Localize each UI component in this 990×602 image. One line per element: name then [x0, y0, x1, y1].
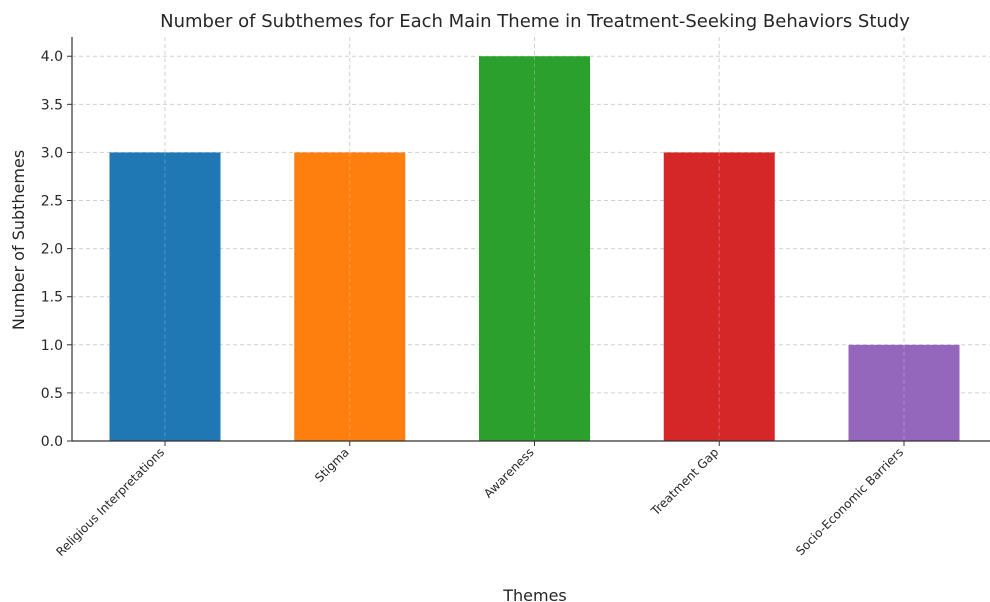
chart-title: Number of Subthemes for Each Main Theme …	[160, 11, 910, 32]
bar	[294, 152, 406, 441]
y-tick-label: 3.0	[41, 145, 63, 161]
y-tick-label: 2.5	[41, 194, 63, 210]
x-tick-label: Stigma	[312, 445, 352, 485]
x-tick-label: Awareness	[481, 445, 536, 500]
y-tick-label: 0.0	[41, 434, 63, 450]
bar	[479, 56, 590, 441]
y-axis-label: Number of Subthemes	[9, 150, 28, 330]
x-axis-label: Themes	[502, 586, 567, 602]
x-ticks: Religious Interpretations Stigma Awareness…	[53, 441, 906, 559]
bar	[663, 152, 775, 441]
x-tick-label: Socio-Economic Barriers	[793, 445, 906, 558]
bar	[109, 152, 221, 441]
x-tick-label: Religious Interpretations	[53, 445, 167, 559]
y-tick-label: 1.5	[41, 290, 63, 306]
y-tick-label: 4.0	[41, 49, 63, 65]
bar	[848, 344, 960, 441]
y-tick-label: 3.5	[41, 97, 63, 113]
y-ticks: 0.0 0.5 1.0 1.5 2.0 2.5 3.0 3.5 4.0	[41, 49, 72, 450]
x-tick-label: Treatment Gap	[648, 445, 722, 519]
y-tick-label: 2.0	[41, 242, 63, 258]
bars	[109, 56, 960, 441]
y-tick-label: 1.0	[41, 338, 63, 354]
y-tick-label: 0.5	[41, 386, 63, 402]
